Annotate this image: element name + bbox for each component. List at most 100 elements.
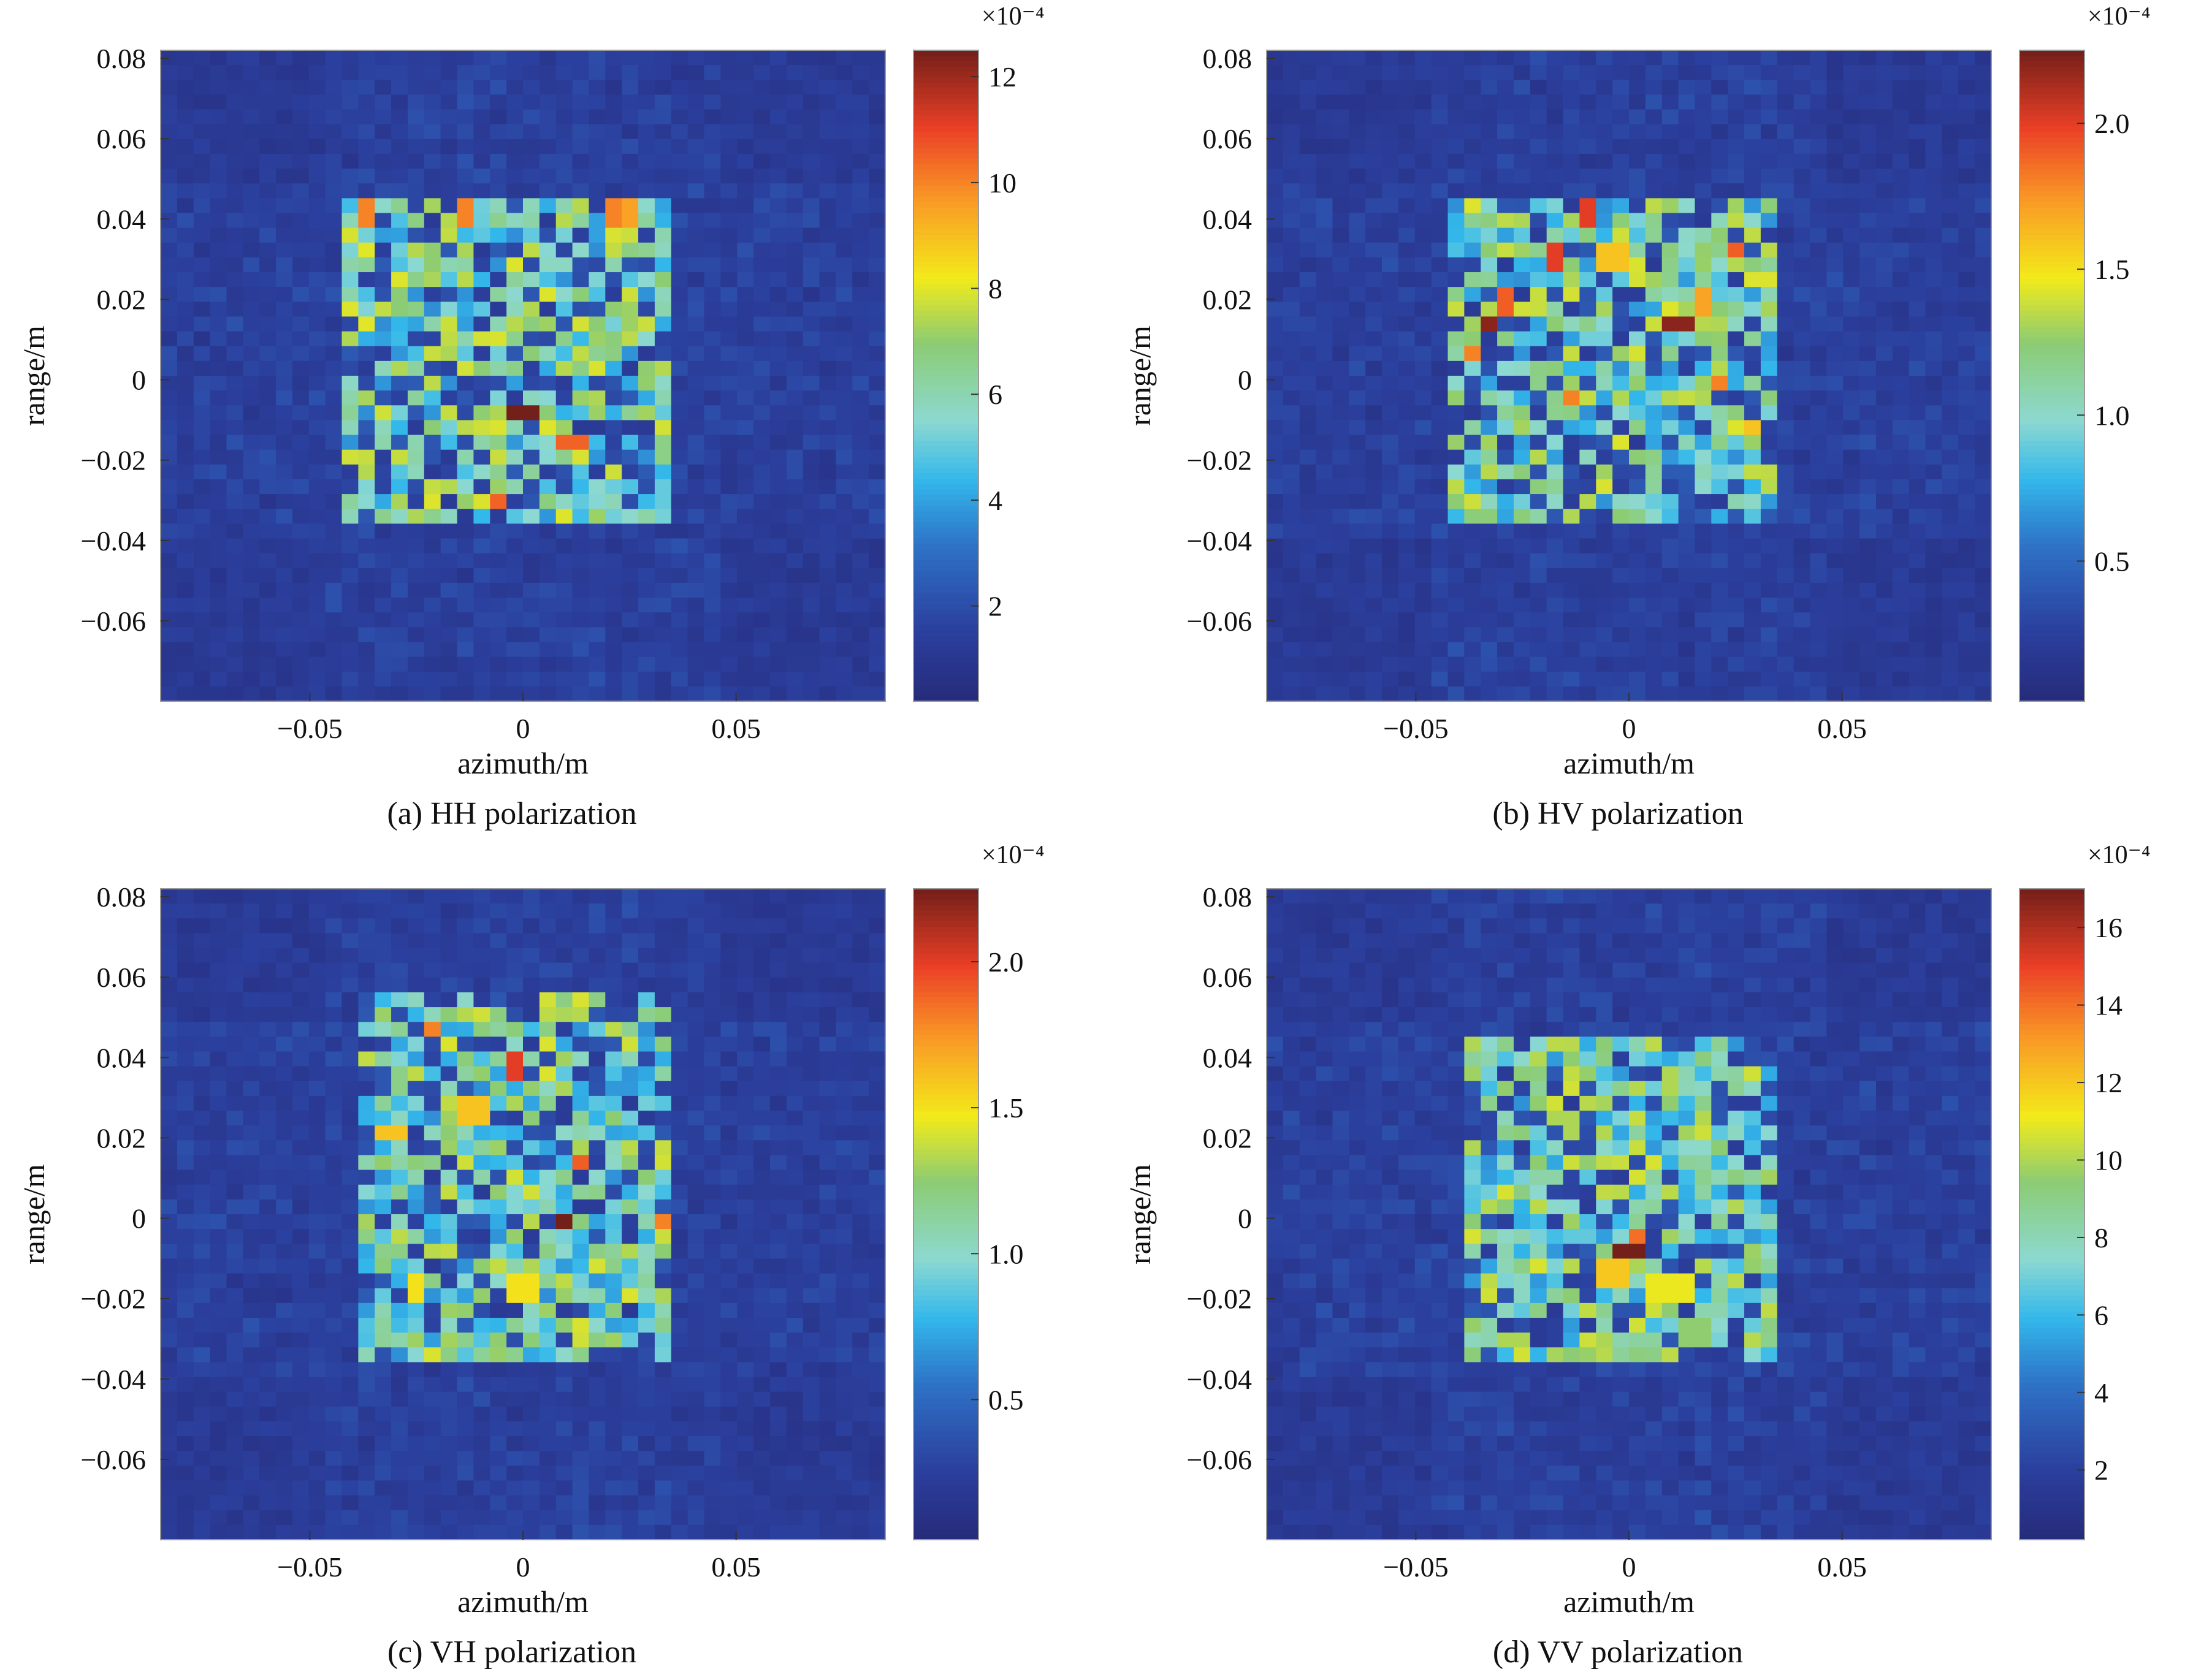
heatmap-cell xyxy=(341,671,359,687)
heatmap-cell xyxy=(161,1007,178,1022)
heatmap-cell xyxy=(457,346,475,362)
heatmap-cell xyxy=(523,198,540,214)
heatmap-cell xyxy=(1728,65,1745,80)
heatmap-cell xyxy=(1299,376,1317,391)
heatmap-cell xyxy=(555,331,573,347)
heatmap-cell xyxy=(341,80,359,96)
heatmap-cell xyxy=(869,598,886,613)
heatmap-cell xyxy=(325,183,343,199)
heatmap-cell xyxy=(1596,553,1613,569)
heatmap-cell xyxy=(1546,642,1564,658)
heatmap-cell xyxy=(819,479,837,495)
heatmap-cell xyxy=(704,523,721,539)
heatmap-cell xyxy=(341,1111,359,1126)
heatmap-cell xyxy=(1563,227,1581,243)
heatmap-cell xyxy=(473,169,490,184)
heatmap-cell xyxy=(1596,582,1613,598)
heatmap-cell xyxy=(638,1051,655,1067)
heatmap-cell xyxy=(1810,671,1827,687)
heatmap-cell xyxy=(1414,420,1432,436)
heatmap-cell xyxy=(1711,242,1728,258)
heatmap-cell xyxy=(259,360,276,376)
heatmap-cell xyxy=(226,50,243,66)
heatmap-cell xyxy=(1942,494,1959,509)
heatmap-cell xyxy=(506,302,524,318)
heatmap-cell xyxy=(1793,360,1811,376)
heatmap-cell xyxy=(769,992,787,1008)
heatmap-cell xyxy=(622,568,639,584)
heatmap-cell xyxy=(852,242,869,258)
heatmap-cell xyxy=(737,360,754,376)
heatmap-cell xyxy=(1875,509,1893,524)
chart-caption: (b) HV polarization xyxy=(1492,796,1744,831)
heatmap-cell xyxy=(177,494,194,509)
heatmap-cell xyxy=(325,671,343,687)
heatmap-cell xyxy=(786,656,804,672)
heatmap-cell xyxy=(1661,257,1679,273)
heatmap-cell xyxy=(391,302,408,318)
heatmap-cell xyxy=(407,903,425,919)
heatmap-cell xyxy=(1810,449,1827,465)
heatmap-cell xyxy=(869,1007,886,1022)
heatmap-cell xyxy=(424,977,441,993)
heatmap-cell xyxy=(457,449,475,465)
heatmap-cell xyxy=(1431,642,1449,658)
heatmap-cell xyxy=(1332,553,1349,569)
heatmap-cell xyxy=(1645,287,1663,302)
heatmap-cell xyxy=(391,598,408,613)
heatmap-cell xyxy=(638,1095,655,1111)
heatmap-cell xyxy=(1299,390,1317,406)
heatmap-cell xyxy=(308,933,326,949)
heatmap-cell xyxy=(555,568,573,584)
heatmap-cell xyxy=(1267,346,1284,362)
heatmap-cell xyxy=(687,124,705,140)
heatmap-cell xyxy=(671,1066,688,1082)
heatmap-cell xyxy=(325,435,343,451)
heatmap-cell xyxy=(769,435,787,451)
heatmap-cell xyxy=(308,918,326,934)
heatmap-cell xyxy=(1777,449,1794,465)
heatmap-cell xyxy=(424,538,441,554)
heatmap-cell xyxy=(358,523,375,539)
heatmap-cell xyxy=(391,686,408,702)
heatmap-cell xyxy=(1431,598,1449,613)
heatmap-cell xyxy=(177,553,194,569)
heatmap-cell xyxy=(1530,612,1547,628)
heatmap-cell xyxy=(1810,153,1827,169)
heatmap-cell xyxy=(1661,449,1679,465)
heatmap-cell xyxy=(308,553,326,569)
heatmap-cell xyxy=(243,1140,260,1156)
heatmap-cell xyxy=(1513,376,1531,391)
heatmap-cell xyxy=(1563,80,1581,96)
heatmap-cell xyxy=(473,405,490,421)
heatmap-cell xyxy=(852,1007,869,1022)
heatmap-cell xyxy=(308,50,326,66)
heatmap-cell xyxy=(1283,316,1300,332)
heatmap-cell xyxy=(1826,449,1844,465)
heatmap-cell xyxy=(1958,509,1975,524)
heatmap-cell xyxy=(1744,405,1761,421)
heatmap-cell xyxy=(1349,124,1366,140)
heatmap-cell xyxy=(358,538,375,554)
heatmap-cell xyxy=(1530,80,1547,96)
heatmap-cell xyxy=(704,139,721,154)
heatmap-cell xyxy=(1546,553,1564,569)
heatmap-cell xyxy=(704,94,721,110)
heatmap-cell xyxy=(1579,183,1596,199)
heatmap-cell xyxy=(1925,50,1943,66)
heatmap-cell xyxy=(589,1051,606,1067)
heatmap-cell xyxy=(375,889,392,904)
heatmap-cell xyxy=(161,523,178,539)
heatmap-cell xyxy=(1859,612,1877,628)
heatmap-cell xyxy=(803,316,820,332)
heatmap-cell xyxy=(424,612,441,628)
heatmap-cell xyxy=(506,198,524,214)
heatmap-cell xyxy=(1760,198,1778,214)
heatmap-cell xyxy=(1843,449,1860,465)
heatmap-cell xyxy=(243,420,260,436)
heatmap-cell xyxy=(457,494,475,509)
heatmap-cell xyxy=(1942,198,1959,214)
heatmap-cell xyxy=(1760,65,1778,80)
heatmap-cell xyxy=(1826,183,1844,199)
heatmap-cell xyxy=(161,109,178,125)
